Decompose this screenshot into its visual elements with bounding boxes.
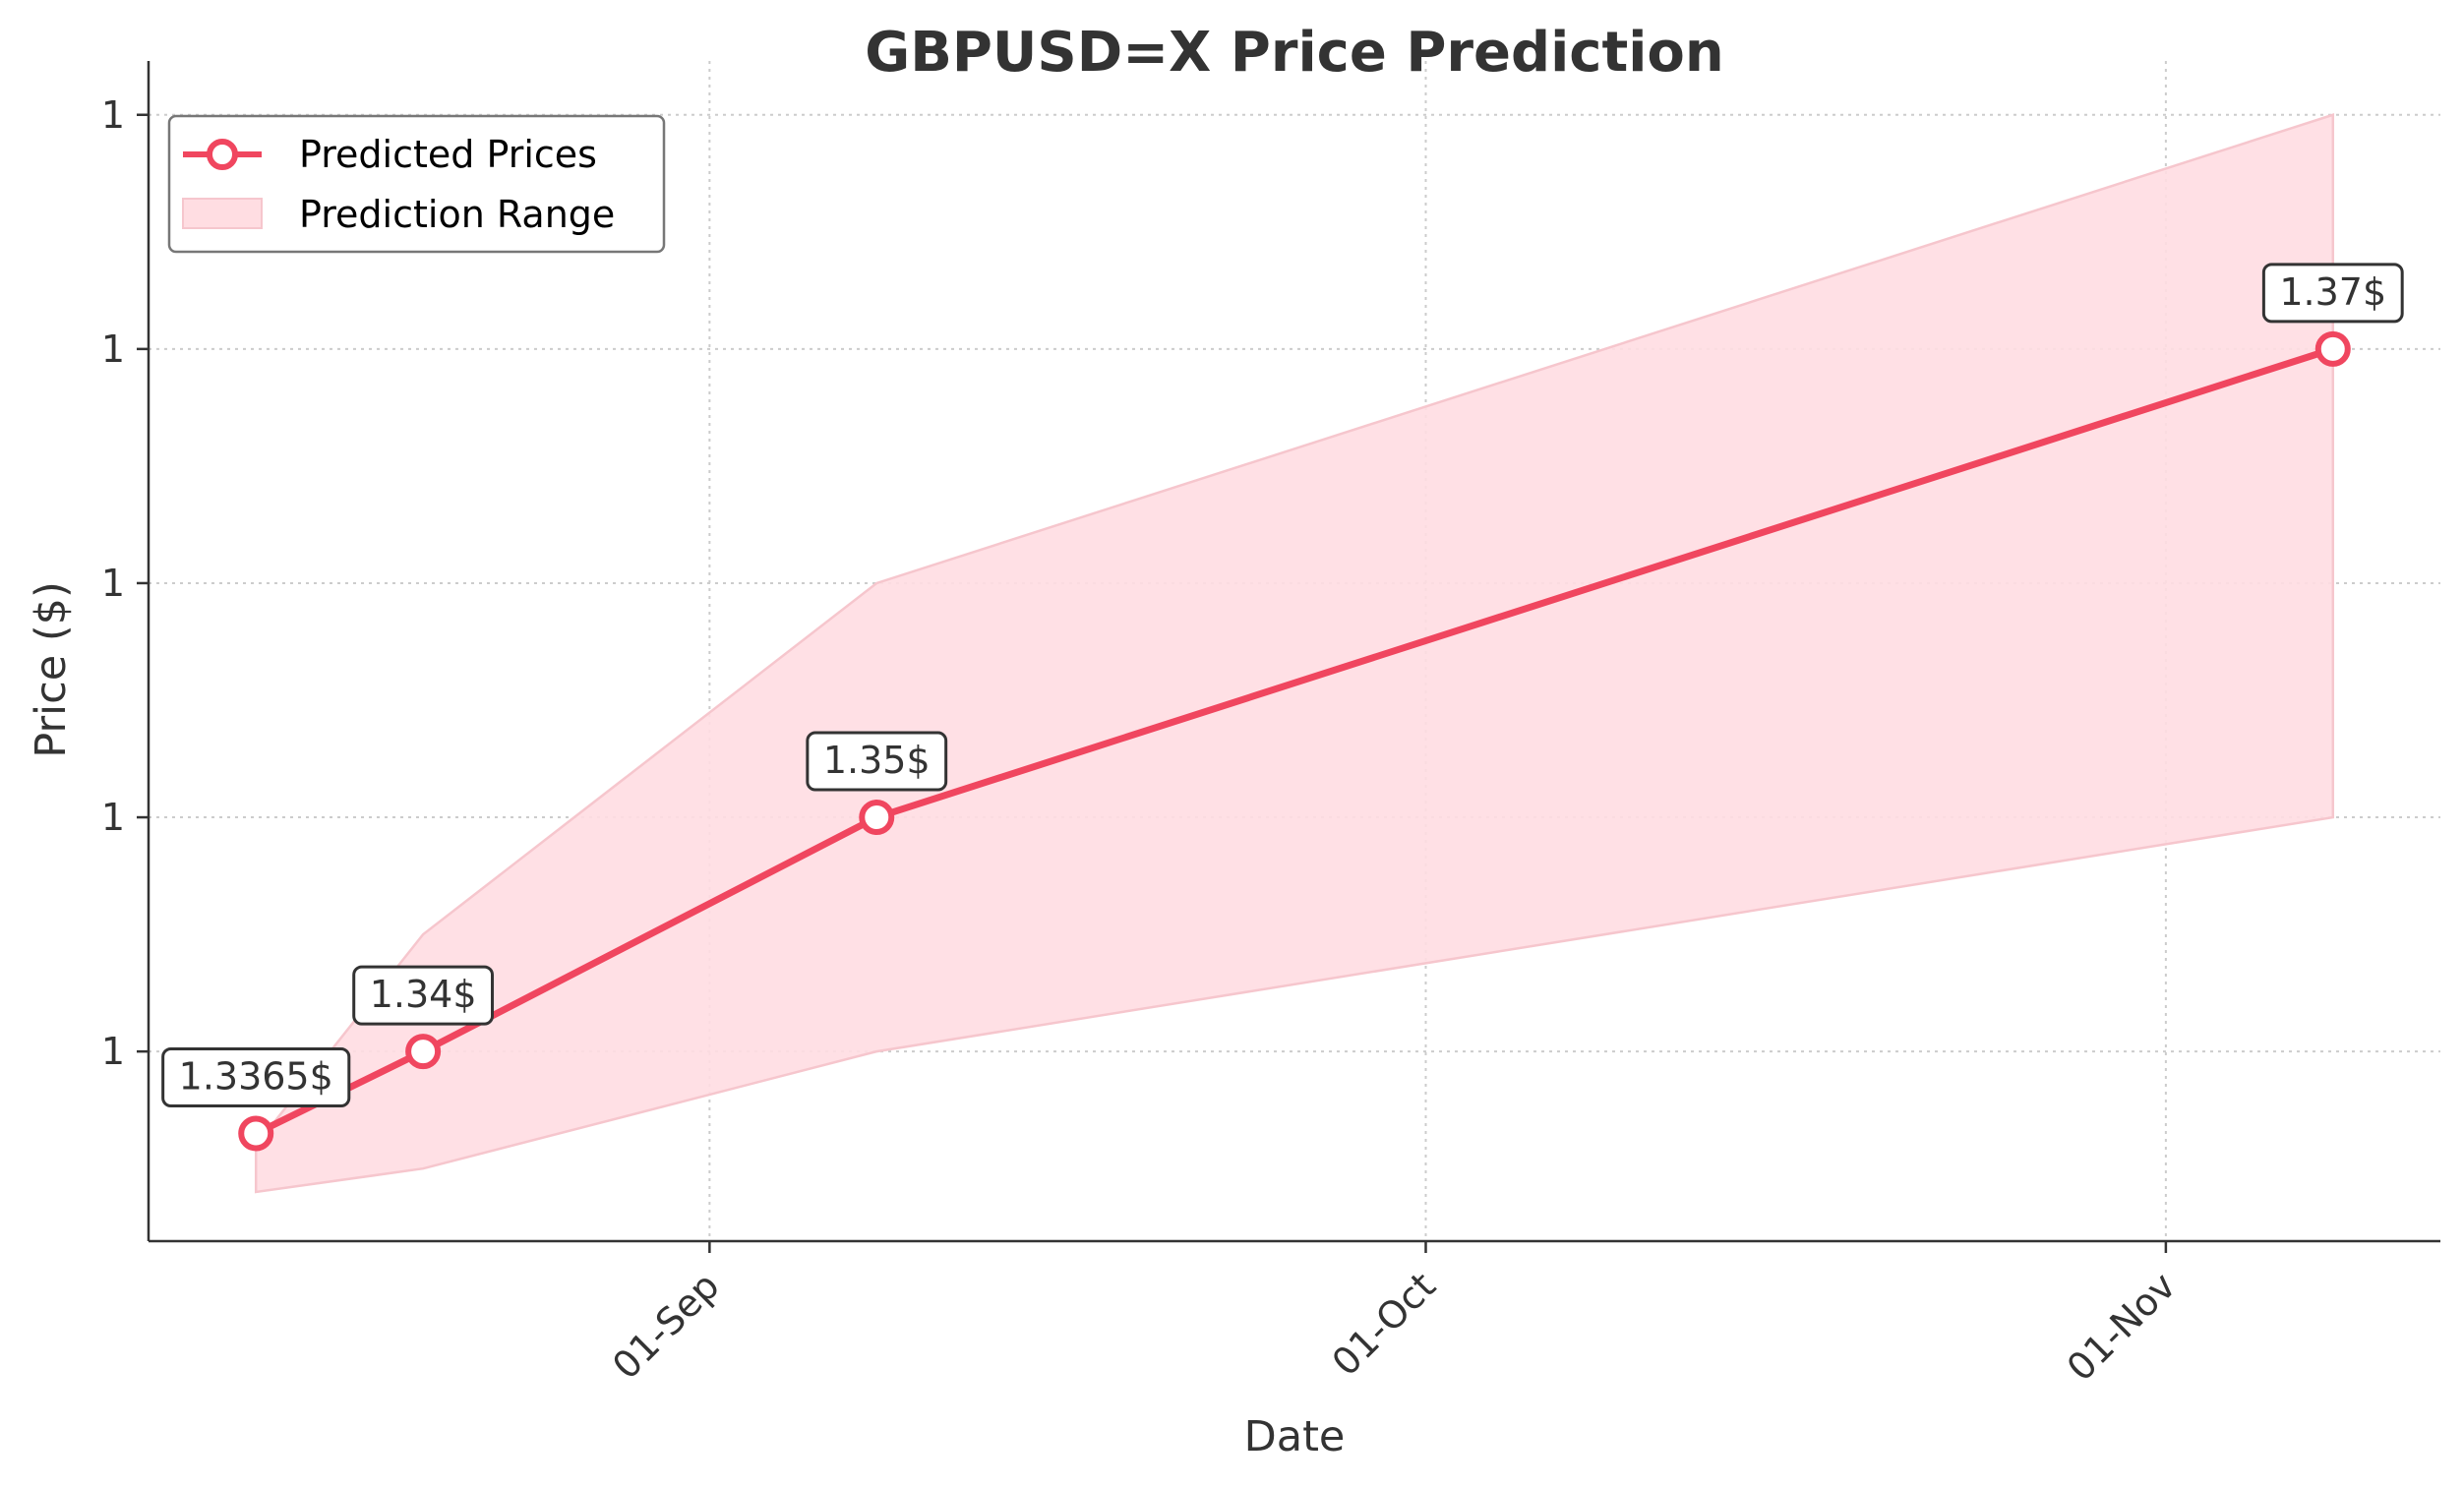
data-label-text: 1.3365$	[179, 1054, 333, 1098]
legend-frame	[167, 114, 666, 254]
y-tick-label: 1	[101, 1030, 125, 1073]
data-label: 1.37$	[2261, 263, 2404, 324]
data-label-text: 1.35$	[823, 739, 931, 782]
data-annotations: 1.3365$ 1.34$ 1.35$ 1.37$	[161, 263, 2404, 1107]
prediction-range-band	[254, 113, 2335, 1194]
data-point	[238, 1115, 274, 1152]
x-axis-label: Date	[1244, 1412, 1346, 1461]
data-label-text: 1.34$	[370, 973, 477, 1016]
y-tick-label: 1	[101, 796, 125, 839]
legend-band-swatch	[182, 198, 263, 229]
data-point	[2314, 330, 2351, 367]
legend-label-prediction-range: Prediction Range	[299, 193, 615, 236]
legend-label-predicted-prices: Predicted Prices	[299, 133, 597, 176]
data-label-box	[352, 965, 495, 1026]
data-point	[405, 1034, 442, 1070]
data-label-text: 1.37$	[2279, 270, 2386, 314]
data-label-box	[806, 731, 948, 792]
data-point	[859, 800, 895, 836]
y-axis-ticks: 1 1 1 1 1	[101, 93, 149, 1073]
data-label-box	[161, 1046, 351, 1107]
data-label: 1.3365$	[161, 1046, 351, 1107]
y-tick-label: 1	[101, 327, 125, 371]
chart-title: GBPUSD=X Price Prediction	[865, 21, 1724, 85]
data-label: 1.34$	[352, 965, 495, 1026]
data-label: 1.35$	[806, 731, 948, 792]
data-label-box	[2261, 263, 2404, 324]
legend-marker-swatch	[207, 139, 238, 170]
y-tick-label: 1	[101, 562, 125, 605]
y-axis-label: Price ($)	[27, 581, 76, 757]
y-tick-label: 1	[101, 93, 125, 137]
legend: Predicted Prices Prediction Range	[167, 114, 666, 254]
prediction-range-area	[254, 113, 2335, 1194]
